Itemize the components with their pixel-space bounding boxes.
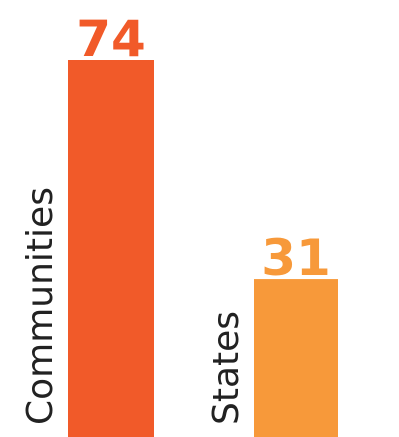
- category-label-states: States: [206, 311, 247, 425]
- bar-communities: [68, 60, 154, 437]
- category-label-communities: Communities: [20, 187, 61, 425]
- bar-states: [254, 279, 338, 437]
- value-label-states: 31: [261, 229, 331, 287]
- value-label-communities: 74: [76, 10, 146, 68]
